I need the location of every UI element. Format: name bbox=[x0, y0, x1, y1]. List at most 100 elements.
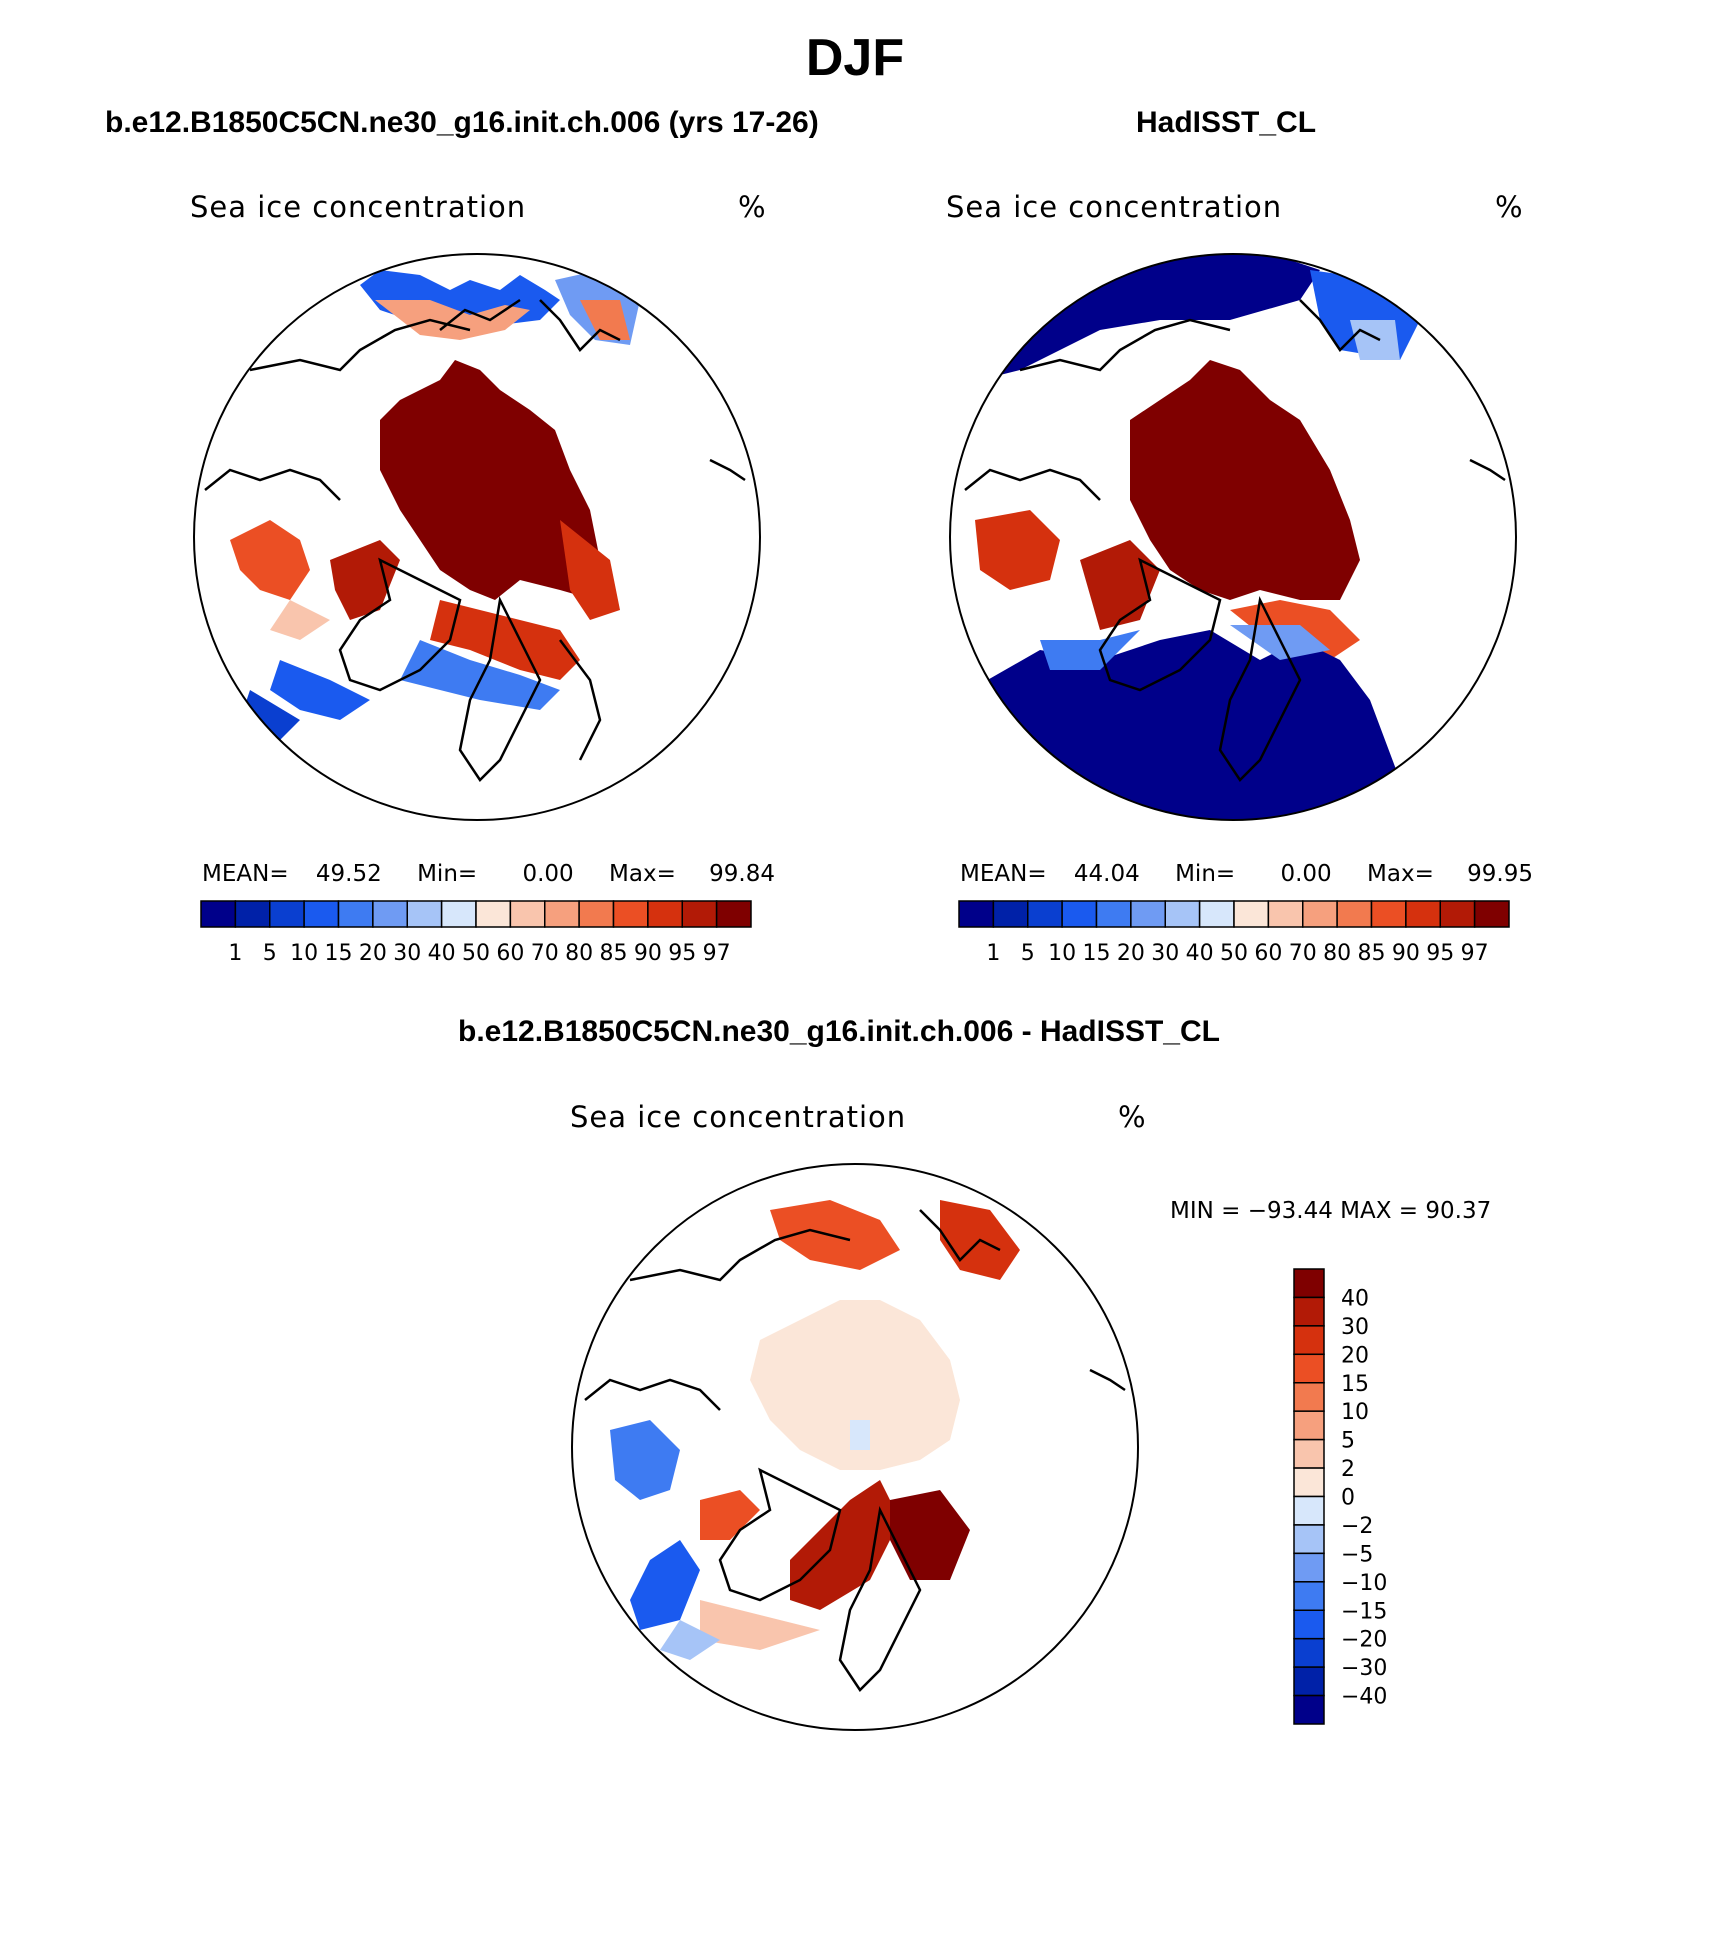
obs-colorbar-tick-label: 60 bbox=[1254, 941, 1282, 966]
model-colorbar-swatch bbox=[475, 900, 512, 928]
model-colorbar-tick-label: 60 bbox=[496, 941, 524, 966]
diff-colorbar-swatch bbox=[1293, 1353, 1325, 1384]
diff-colorbar-swatch bbox=[1293, 1552, 1325, 1583]
diff-colorbar-swatch bbox=[1293, 1268, 1325, 1299]
diff-colorbar-swatch bbox=[1293, 1637, 1325, 1668]
diff-colorbar-tick-label: 10 bbox=[1341, 1400, 1369, 1425]
model-colorbar-tick-label: 95 bbox=[668, 941, 696, 966]
obs-colorbar-tick-label: 20 bbox=[1117, 941, 1145, 966]
diff-colorbar-swatch bbox=[1293, 1495, 1325, 1526]
model-colorbar-swatch bbox=[647, 900, 683, 928]
obs-colorbar-swatch bbox=[1164, 900, 1201, 928]
obs-variable-label: Sea ice concentration bbox=[946, 190, 1283, 224]
model-colorbar-tick-label: 90 bbox=[634, 941, 662, 966]
arctic-pack-ice bbox=[1130, 360, 1360, 600]
obs-colorbar-swatch bbox=[1198, 900, 1235, 928]
obs-colorbar-tick-label: 85 bbox=[1358, 941, 1386, 966]
diff-colorbar-tick-label: −2 bbox=[1341, 1514, 1373, 1539]
obs-min-label: Min= bbox=[1175, 861, 1236, 887]
model-colorbar-tick-label: 97 bbox=[703, 941, 731, 966]
obs-colorbar-swatch bbox=[1370, 900, 1407, 928]
model-colorbar-swatch bbox=[440, 900, 477, 928]
model-colorbar-tick-label: 70 bbox=[531, 941, 559, 966]
obs-colorbar: 1 5 10 15 20 30 40 50 60 70 80 85 90 95 97 bbox=[958, 900, 1510, 966]
diff-colorbar-tick-label: −10 bbox=[1341, 1571, 1387, 1596]
model-mean-value: 49.52 bbox=[315, 861, 382, 887]
model-colorbar-tick-label: 1 bbox=[228, 941, 242, 966]
model-colorbar-swatch bbox=[509, 900, 546, 928]
model-min-value: 0.00 bbox=[522, 861, 574, 887]
obs-colorbar-tick-label: 80 bbox=[1323, 941, 1351, 966]
model-stats: MEAN= 49.52 Min= 0.00 Max= 99.84 bbox=[202, 861, 775, 887]
obs-colorbar-swatch bbox=[1302, 900, 1338, 928]
diff-colorbar-tick-label: 40 bbox=[1341, 1286, 1369, 1311]
arctic-pack-ice bbox=[380, 360, 600, 600]
model-colorbar-tick-label: 30 bbox=[393, 941, 421, 966]
model-variable-label: Sea ice concentration bbox=[190, 190, 527, 224]
obs-colorbar-swatch bbox=[1473, 900, 1510, 928]
obs-colorbar-tick-label: 15 bbox=[1083, 941, 1111, 966]
model-min-label: Min= bbox=[417, 861, 478, 887]
model-colorbar-swatch bbox=[269, 900, 305, 928]
model-max-label: Max= bbox=[609, 861, 676, 887]
obs-colorbar-tick-label: 95 bbox=[1426, 941, 1454, 966]
model-units-label: % bbox=[738, 190, 767, 224]
figure-title: DJF bbox=[805, 29, 905, 87]
model-mean-label: MEAN= bbox=[202, 861, 289, 887]
model-colorbar-tick-label: 20 bbox=[359, 941, 387, 966]
model-colorbar-swatch bbox=[681, 900, 718, 928]
obs-colorbar-tick-label: 1 bbox=[986, 941, 1000, 966]
obs-colorbar-swatch bbox=[1267, 900, 1304, 928]
diff-colorbar-swatch bbox=[1293, 1410, 1325, 1441]
diff-colorbar-tick-label: −40 bbox=[1341, 1685, 1387, 1710]
obs-stats: MEAN= 44.04 Min= 0.00 Max= 99.95 bbox=[960, 861, 1533, 887]
model-colorbar-swatch bbox=[234, 900, 271, 928]
diff-colorbar-swatch bbox=[1293, 1694, 1325, 1725]
model-colorbar-tick-label: 15 bbox=[325, 941, 353, 966]
obs-colorbar-tick-label: 97 bbox=[1461, 941, 1489, 966]
model-colorbar-swatch bbox=[612, 900, 649, 928]
model-colorbar-tick-label: 10 bbox=[290, 941, 318, 966]
diff-colorbar-tick-label: −5 bbox=[1341, 1542, 1373, 1567]
diff-colorbar-tick-label: 30 bbox=[1341, 1315, 1369, 1340]
diff-central-arctic bbox=[750, 1300, 960, 1470]
diff-colorbar-tick-label: 2 bbox=[1341, 1457, 1355, 1482]
obs-panel-title: HadISST_CL bbox=[1136, 106, 1317, 139]
diff-colorbar-swatch bbox=[1293, 1467, 1325, 1498]
model-colorbar-swatch bbox=[544, 900, 580, 928]
diff-colorbar-tick-label: −20 bbox=[1341, 1628, 1387, 1653]
obs-colorbar-tick-label: 50 bbox=[1220, 941, 1248, 966]
diff-colorbar-swatch bbox=[1293, 1581, 1325, 1611]
model-colorbar-tick-label: 40 bbox=[428, 941, 456, 966]
obs-mean-label: MEAN= bbox=[960, 861, 1047, 887]
obs-colorbar-swatch bbox=[1439, 900, 1476, 928]
obs-colorbar-tick-label: 40 bbox=[1186, 941, 1214, 966]
obs-colorbar-swatch bbox=[1336, 900, 1373, 928]
diff-colorbar-tick-label: 20 bbox=[1341, 1343, 1369, 1368]
diff-colorbar-swatch bbox=[1293, 1438, 1325, 1469]
diff-variable-label: Sea ice concentration bbox=[570, 1100, 907, 1134]
diff-colorbar-swatch bbox=[1293, 1296, 1325, 1327]
diff-colorbar-tick-label: −15 bbox=[1341, 1599, 1387, 1624]
obs-colorbar-tick-label: 5 bbox=[1021, 941, 1035, 966]
diff-colorbar-swatch bbox=[1293, 1325, 1325, 1356]
model-colorbar-swatch bbox=[578, 900, 615, 928]
model-colorbar-swatch bbox=[303, 900, 340, 928]
diff-units-label: % bbox=[1118, 1100, 1147, 1134]
model-max-value: 99.84 bbox=[709, 861, 776, 887]
obs-colorbar-swatch bbox=[992, 900, 1029, 928]
model-colorbar-tick-label: 5 bbox=[263, 941, 277, 966]
obs-max-label: Max= bbox=[1367, 861, 1434, 887]
diff-colorbar-tick-label: −30 bbox=[1341, 1656, 1387, 1681]
obs-colorbar-tick-label: 30 bbox=[1151, 941, 1179, 966]
obs-min-value: 0.00 bbox=[1280, 861, 1332, 887]
model-colorbar: 1 5 10 15 20 30 40 50 60 70 80 85 90 95 97 bbox=[200, 900, 752, 966]
obs-colorbar-swatch bbox=[958, 900, 995, 928]
model-colorbar-swatch bbox=[372, 900, 408, 928]
obs-colorbar-swatch bbox=[1027, 900, 1063, 928]
obs-max-value: 99.95 bbox=[1467, 861, 1534, 887]
